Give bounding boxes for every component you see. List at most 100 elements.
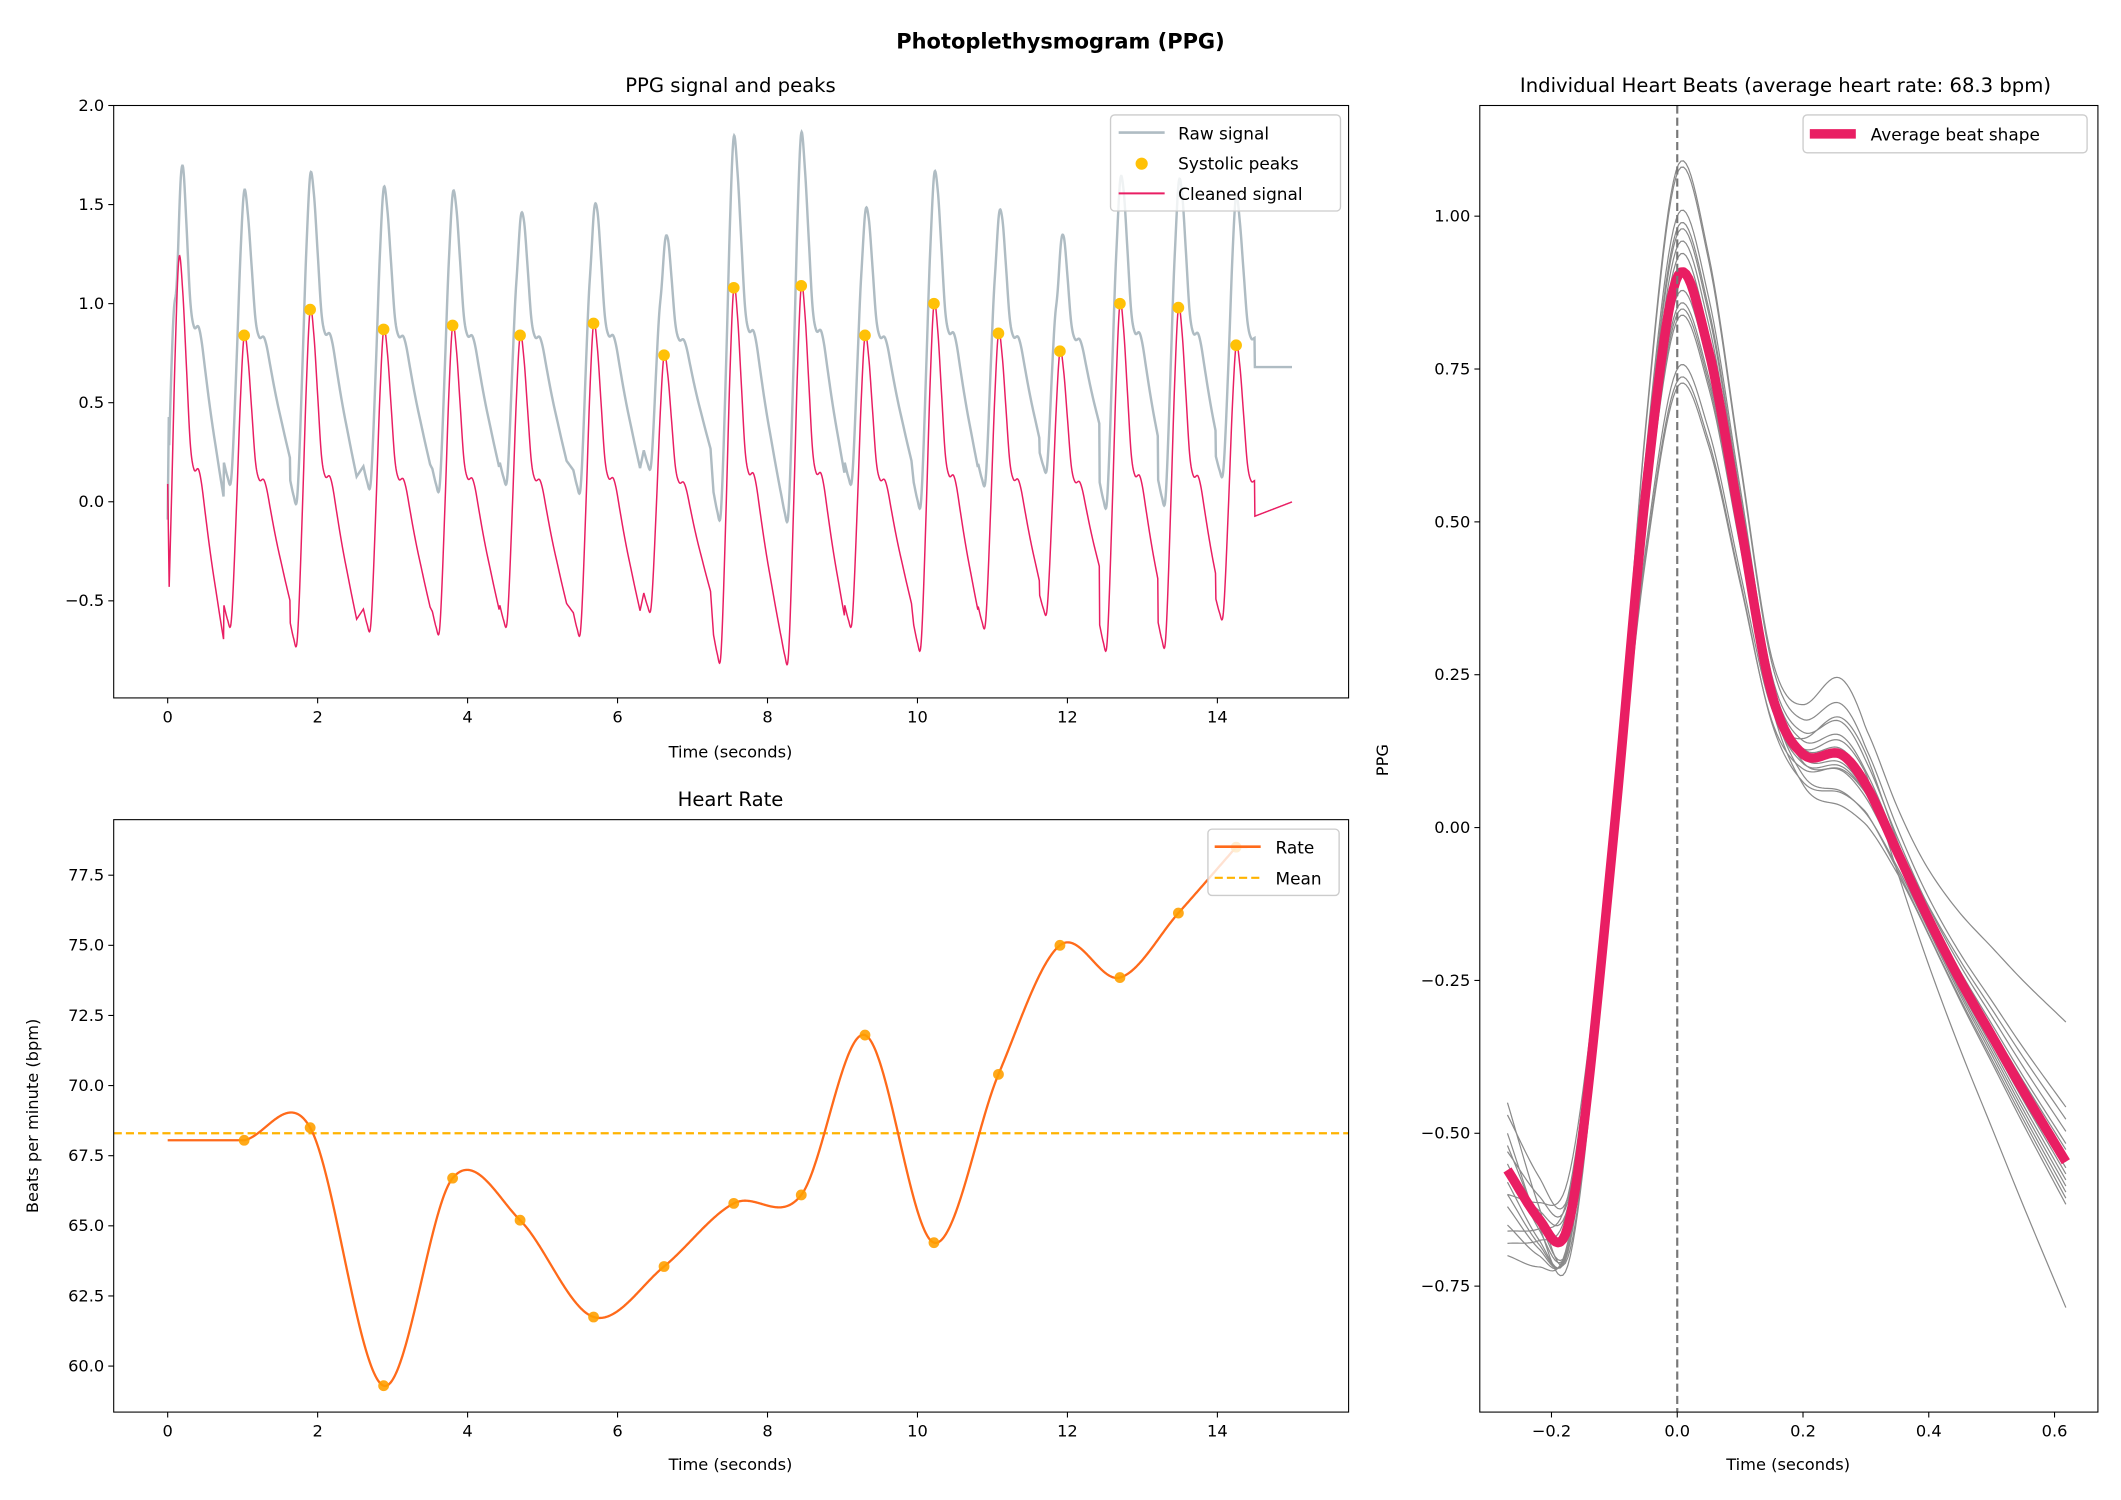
y-tick-label: 65.0 xyxy=(68,1216,104,1235)
systolic-peak-marker xyxy=(658,349,670,361)
y-tick-label: 0.75 xyxy=(1434,359,1470,378)
x-tick-label: 2 xyxy=(312,1421,322,1440)
y-tick-label: 67.5 xyxy=(68,1146,104,1165)
y-tick-label: 0.0 xyxy=(78,492,104,511)
y-tick-label: 60.0 xyxy=(68,1356,104,1375)
heart-rate-marker xyxy=(304,1122,316,1134)
systolic-peak-marker xyxy=(928,297,940,310)
plot-area xyxy=(166,129,1293,666)
systolic-peak-marker xyxy=(587,317,600,330)
average-beat-line xyxy=(1503,267,2070,1248)
systolic-peak-marker xyxy=(992,327,1005,340)
x-tick-label: 6 xyxy=(612,1421,622,1440)
individual-beat-line xyxy=(1506,228,2067,1269)
y-tick-label: 75.0 xyxy=(68,936,104,955)
heart-beats-legend: Average beat shape xyxy=(1802,114,2088,154)
plot-area xyxy=(113,841,1349,1392)
x-tick-label: 12 xyxy=(1057,1421,1078,1440)
systolic-peak-marker xyxy=(446,319,459,332)
x-tick-label: 0 xyxy=(163,707,173,726)
x-tick-label: 2 xyxy=(312,707,322,726)
systolic-peak-marker xyxy=(304,303,316,316)
systolic-peak-marker xyxy=(1230,339,1242,352)
heart-rate-marker xyxy=(993,1068,1004,1080)
y-tick-label: 72.5 xyxy=(68,1006,104,1025)
ppg-signal-title: PPG signal and peaks xyxy=(625,74,836,97)
individual-beat-line xyxy=(1506,308,2067,1308)
systolic-peak-marker xyxy=(1172,301,1185,314)
heart-rate-xlabel: Time (seconds) xyxy=(668,1455,793,1474)
heart-rate-marker xyxy=(1054,939,1066,951)
systolic-peak-marker xyxy=(377,323,390,336)
heart-rate-ylabel: Beats per minute (bpm) xyxy=(23,1019,42,1214)
y-tick-label: −0.75 xyxy=(1421,1277,1471,1296)
y-tick-label: 0.25 xyxy=(1434,665,1470,684)
y-tick-label: 1.0 xyxy=(78,294,104,313)
y-tick-label: 70.0 xyxy=(68,1076,104,1095)
axes-frame xyxy=(1479,104,2099,1413)
x-tick-label: 14 xyxy=(1207,707,1228,726)
y-tick-label: 62.5 xyxy=(68,1286,104,1305)
systolic-peak-marker xyxy=(795,279,808,292)
heart-rate-axes: Heart Rate Time (seconds) Beats per minu… xyxy=(23,788,1350,1474)
heart-rate-marker xyxy=(658,1261,670,1272)
individual-beat-line xyxy=(1507,363,2067,1244)
heart-beats-title: Individual Heart Beats (average heart ra… xyxy=(1520,74,2051,97)
axes-frame xyxy=(113,104,1350,699)
x-tick-label: −0.2 xyxy=(1532,1421,1571,1440)
y-tick-label: −0.5 xyxy=(65,591,104,610)
legend-label: Cleaned signal xyxy=(1178,184,1302,204)
heart-rate-marker xyxy=(728,1197,740,1209)
plot-area xyxy=(1503,105,2070,1413)
legend-label: Rate xyxy=(1276,837,1315,857)
x-tick-label: 10 xyxy=(907,707,928,726)
y-tick-label: 77.5 xyxy=(68,866,104,885)
individual-beat-line xyxy=(1507,302,2067,1272)
heart-rate-marker xyxy=(378,1380,390,1392)
legend-label: Mean xyxy=(1276,869,1322,889)
x-tick-label: 12 xyxy=(1057,707,1078,726)
legend-box xyxy=(1802,114,2088,154)
x-tick-label: 6 xyxy=(612,707,622,726)
systolic-peak-marker xyxy=(727,281,740,294)
heart-rate-line xyxy=(167,845,1248,1388)
heart-rate-marker xyxy=(1114,972,1126,983)
y-tick-label: 0.50 xyxy=(1434,512,1470,531)
legend-label: Average beat shape xyxy=(1871,125,2040,145)
ppg-signal-xlabel: Time (seconds) xyxy=(668,742,793,761)
axes-frame xyxy=(113,819,1350,1413)
systolic-peak-marker xyxy=(514,329,526,342)
systolic-peak-marker xyxy=(1114,297,1126,310)
systolic-peaks-legend-icon xyxy=(1135,157,1148,170)
legend-box xyxy=(1109,114,1342,212)
x-tick-label: 0.2 xyxy=(1790,1421,1816,1440)
y-tick-label: −0.50 xyxy=(1421,1124,1471,1143)
heart-rate-marker xyxy=(447,1172,459,1184)
systolic-peak-marker xyxy=(859,329,871,342)
y-tick-label: 0.00 xyxy=(1434,818,1470,837)
y-tick-label: 0.5 xyxy=(78,393,104,412)
heart-rate-marker xyxy=(1172,907,1184,919)
heart-rate-marker xyxy=(588,1311,599,1323)
x-tick-label: 8 xyxy=(762,1421,772,1440)
individual-beat-line xyxy=(1506,252,2067,1269)
x-tick-label: 4 xyxy=(462,707,472,726)
x-tick-label: 0 xyxy=(163,1421,173,1440)
ppg-signal-axes: PPG signal and peaks Time (seconds) 0 2 4 6… xyxy=(65,74,1350,761)
heart-rate-marker xyxy=(238,1134,250,1146)
systolic-peak-marker xyxy=(1054,345,1066,358)
x-tick-label: 8 xyxy=(762,707,772,726)
raw-signal-line xyxy=(166,129,1292,524)
legend-label: Raw signal xyxy=(1178,123,1269,143)
individual-beat-line xyxy=(1506,240,2067,1269)
heart-beats-ylabel: PPG xyxy=(1373,744,1392,776)
x-tick-label: 0.6 xyxy=(2042,1421,2068,1440)
heart-beats-xlabel: Time (seconds) xyxy=(1725,1455,1850,1474)
cleaned-signal-line xyxy=(166,254,1293,666)
heart-rate-marker xyxy=(859,1029,871,1041)
heart-rate-title: Heart Rate xyxy=(678,788,784,811)
x-tick-label: 4 xyxy=(462,1421,472,1440)
y-tick-label: −0.25 xyxy=(1421,971,1471,990)
x-tick-label: 10 xyxy=(907,1421,928,1440)
